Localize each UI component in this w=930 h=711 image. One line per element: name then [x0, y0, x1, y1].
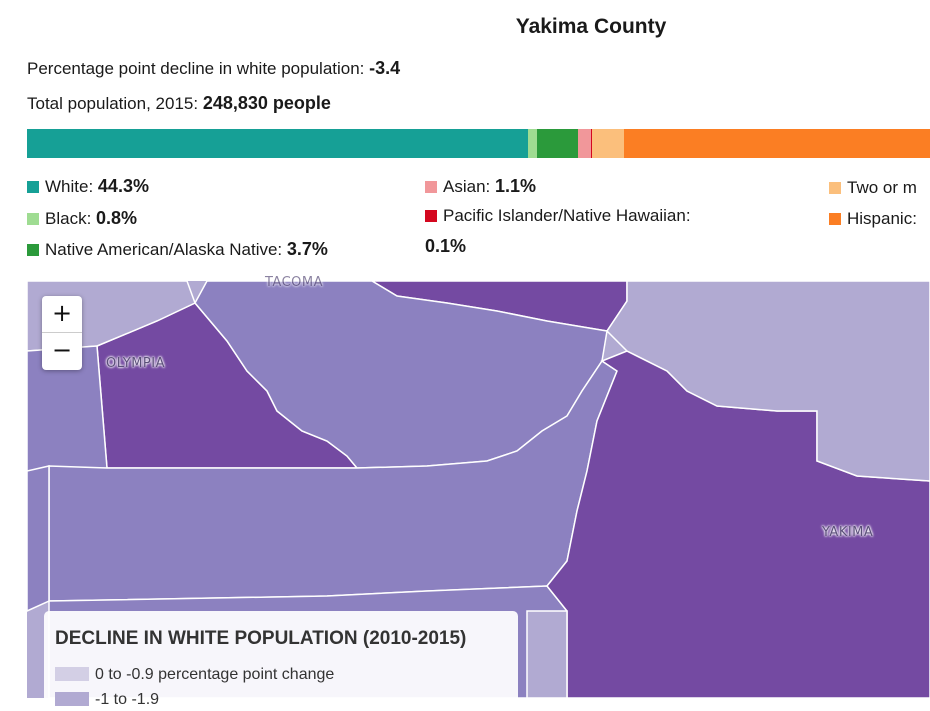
bar-segment-native-american-alaska-native — [536, 129, 579, 158]
map-legend-swatch — [55, 667, 89, 681]
map-legend-item: -1 to -1.9 — [55, 691, 159, 709]
place-label-olympia: OLYMPIA — [106, 356, 165, 371]
population-label: Total population, 2015: — [27, 94, 199, 113]
zoom-control: + − — [42, 296, 82, 370]
legend-swatch — [829, 182, 841, 194]
map-legend: DECLINE IN WHITE POPULATION (2010-2015) … — [44, 611, 518, 711]
legend-swatch — [27, 213, 39, 225]
legend-swatch — [425, 181, 437, 193]
bar-segment-hispanic — [623, 129, 930, 158]
map-legend-item: 0 to -0.9 percentage point change — [55, 666, 334, 684]
composition-bar — [27, 129, 930, 158]
zoom-in-button[interactable]: + — [42, 296, 82, 333]
bar-segment-black — [527, 129, 537, 158]
legend-asian: Asian: 1.1% — [425, 176, 536, 197]
legend-native: Native American/Alaska Native: 3.7% — [27, 239, 328, 260]
legend-swatch — [27, 181, 39, 193]
decline-stat: Percentage point decline in white popula… — [27, 58, 400, 79]
map-legend-swatch — [55, 692, 89, 706]
legend-black: Black: 0.8% — [27, 208, 137, 229]
zoom-out-button[interactable]: − — [51, 336, 73, 364]
county-pacific[interactable] — [27, 465, 50, 612]
bar-segment-pacific-islander-native-hawaiian — [590, 129, 592, 158]
place-label-yakima: YAKIMA — [822, 525, 874, 540]
legend-pacific: Pacific Islander/Native Hawaiian: — [425, 206, 691, 226]
place-label-tacoma: TACOMA — [265, 275, 324, 290]
county-title: Yakima County — [515, 15, 667, 38]
legend-hispanic: Hispanic: — [829, 209, 917, 229]
legend-swatch — [829, 213, 841, 225]
population-value: 248,830 people — [202, 93, 331, 113]
population-stat: Total population, 2015: 248,830 people — [27, 93, 331, 114]
legend-swatch — [27, 244, 39, 256]
decline-label: Percentage point decline in white popula… — [27, 59, 365, 78]
bar-segment-white — [27, 129, 528, 158]
legend-two-or-more: Two or m — [829, 178, 917, 198]
legend-pacific-value: 0.1% — [425, 236, 467, 256]
county-skamania[interactable] — [526, 610, 568, 698]
legend-swatch — [425, 210, 437, 222]
decline-value: -3.4 — [369, 58, 401, 78]
bar-segment-asian — [578, 129, 591, 158]
legend-white: White: 44.3% — [27, 176, 149, 197]
county-kittitas[interactable] — [606, 281, 930, 482]
bar-segment-two-or-more — [591, 129, 624, 158]
map-legend-title: DECLINE IN WHITE POPULATION (2010-2015) — [55, 628, 467, 649]
